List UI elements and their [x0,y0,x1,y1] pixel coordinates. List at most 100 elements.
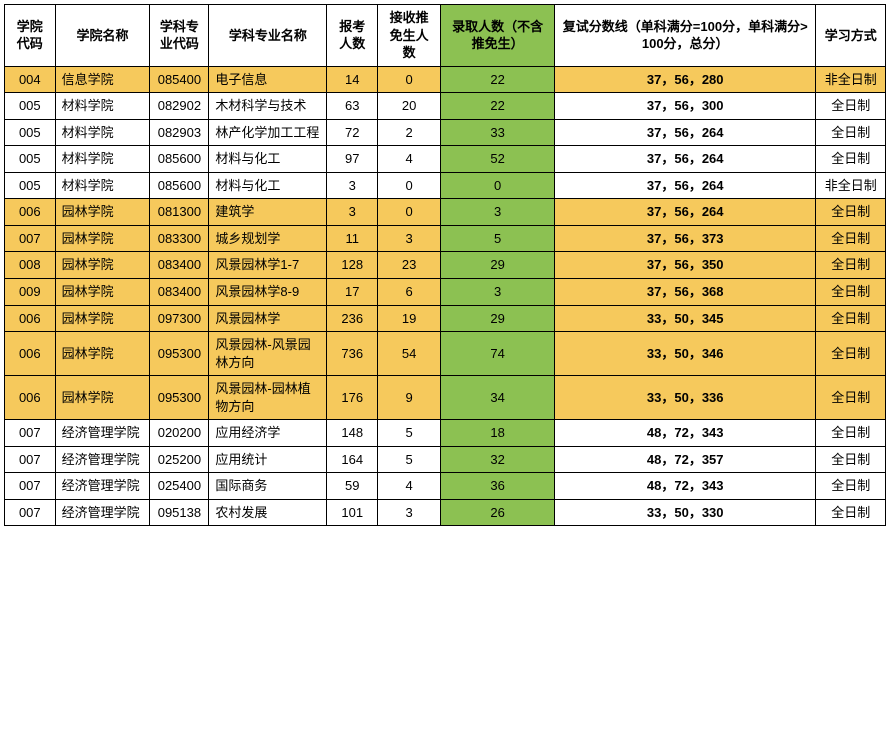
cell-college-name: 材料学院 [55,93,150,120]
cell-applicants: 176 [327,376,378,420]
admissions-table: 学院代码 学院名称 学科专业代码 学科专业名称 报考人数 接收推免生人数 录取人… [4,4,886,526]
cell-study-mode: 全日制 [816,119,886,146]
cell-college-code: 008 [5,252,56,279]
cell-recommended: 19 [378,305,441,332]
cell-applicants: 72 [327,119,378,146]
cell-study-mode: 全日制 [816,252,886,279]
cell-admitted: 34 [441,376,555,420]
cell-subject-code: 095300 [150,376,209,420]
cell-admitted: 33 [441,119,555,146]
cell-subject-code: 025400 [150,473,209,500]
cell-college-name: 园林学院 [55,252,150,279]
cell-recommended: 54 [378,332,441,376]
cell-college-name: 材料学院 [55,172,150,199]
cell-subject-name: 应用经济学 [209,420,327,447]
table-row: 006园林学院081300建筑学30337，56，264全日制 [5,199,886,226]
cell-college-code: 006 [5,332,56,376]
cell-subject-name: 风景园林学8-9 [209,279,327,306]
cell-score-line: 37，56，373 [555,225,816,252]
cell-subject-code: 085600 [150,146,209,173]
cell-score-line: 48，72，343 [555,473,816,500]
table-header: 学院代码 学院名称 学科专业代码 学科专业名称 报考人数 接收推免生人数 录取人… [5,5,886,67]
cell-recommended: 5 [378,446,441,473]
table-row: 004信息学院085400电子信息1402237，56，280非全日制 [5,66,886,93]
cell-study-mode: 全日制 [816,499,886,526]
cell-applicants: 101 [327,499,378,526]
cell-college-name: 经济管理学院 [55,420,150,447]
cell-recommended: 6 [378,279,441,306]
cell-subject-code: 081300 [150,199,209,226]
header-subject-code: 学科专业代码 [150,5,209,67]
cell-admitted: 26 [441,499,555,526]
cell-subject-name: 建筑学 [209,199,327,226]
cell-score-line: 37，56，350 [555,252,816,279]
cell-study-mode: 全日制 [816,225,886,252]
cell-score-line: 33，50，345 [555,305,816,332]
cell-subject-code: 095300 [150,332,209,376]
cell-recommended: 4 [378,473,441,500]
cell-college-name: 园林学院 [55,305,150,332]
table-row: 007经济管理学院025400国际商务5943648，72，343全日制 [5,473,886,500]
cell-applicants: 236 [327,305,378,332]
cell-college-name: 信息学院 [55,66,150,93]
cell-study-mode: 全日制 [816,420,886,447]
cell-study-mode: 全日制 [816,305,886,332]
cell-college-name: 园林学院 [55,279,150,306]
cell-college-name: 材料学院 [55,146,150,173]
cell-college-code: 007 [5,420,56,447]
cell-college-code: 005 [5,146,56,173]
cell-subject-name: 电子信息 [209,66,327,93]
header-admitted: 录取人数（不含推免生） [441,5,555,67]
cell-recommended: 0 [378,199,441,226]
cell-score-line: 33，50，330 [555,499,816,526]
cell-recommended: 20 [378,93,441,120]
table-row: 005材料学院085600材料与化工9745237，56，264全日制 [5,146,886,173]
cell-study-mode: 全日制 [816,376,886,420]
table-row: 006园林学院095300风景园林-园林植物方向17693433，50，336全… [5,376,886,420]
cell-subject-code: 095138 [150,499,209,526]
cell-college-name: 经济管理学院 [55,499,150,526]
cell-college-code: 005 [5,93,56,120]
cell-subject-code: 083400 [150,252,209,279]
cell-admitted: 3 [441,199,555,226]
cell-score-line: 37，56，264 [555,172,816,199]
cell-applicants: 128 [327,252,378,279]
table-row: 005材料学院082903林产化学加工工程7223337，56，264全日制 [5,119,886,146]
cell-subject-name: 风景园林学 [209,305,327,332]
cell-admitted: 22 [441,66,555,93]
cell-college-code: 007 [5,499,56,526]
cell-subject-code: 082902 [150,93,209,120]
cell-college-code: 009 [5,279,56,306]
cell-admitted: 18 [441,420,555,447]
cell-study-mode: 全日制 [816,93,886,120]
cell-admitted: 36 [441,473,555,500]
cell-score-line: 37，56，264 [555,199,816,226]
cell-study-mode: 全日制 [816,279,886,306]
header-score-line: 复试分数线（单科满分=100分，单科满分>100分，总分） [555,5,816,67]
cell-college-name: 园林学院 [55,199,150,226]
cell-subject-code: 085400 [150,66,209,93]
cell-score-line: 37，56，264 [555,119,816,146]
cell-subject-code: 082903 [150,119,209,146]
cell-admitted: 52 [441,146,555,173]
cell-subject-name: 国际商务 [209,473,327,500]
cell-subject-code: 083400 [150,279,209,306]
cell-subject-name: 风景园林-园林植物方向 [209,376,327,420]
cell-applicants: 11 [327,225,378,252]
cell-applicants: 736 [327,332,378,376]
header-recommended: 接收推免生人数 [378,5,441,67]
cell-recommended: 23 [378,252,441,279]
header-college-code: 学院代码 [5,5,56,67]
cell-subject-name: 应用统计 [209,446,327,473]
cell-score-line: 33，50，336 [555,376,816,420]
table-row: 007园林学院083300城乡规划学113537，56，373全日制 [5,225,886,252]
cell-admitted: 32 [441,446,555,473]
cell-study-mode: 全日制 [816,446,886,473]
table-row: 007经济管理学院025200应用统计16453248，72，357全日制 [5,446,886,473]
cell-admitted: 5 [441,225,555,252]
cell-recommended: 9 [378,376,441,420]
cell-applicants: 148 [327,420,378,447]
cell-score-line: 48，72，343 [555,420,816,447]
table-row: 007经济管理学院020200应用经济学14851848，72，343全日制 [5,420,886,447]
cell-college-name: 经济管理学院 [55,473,150,500]
